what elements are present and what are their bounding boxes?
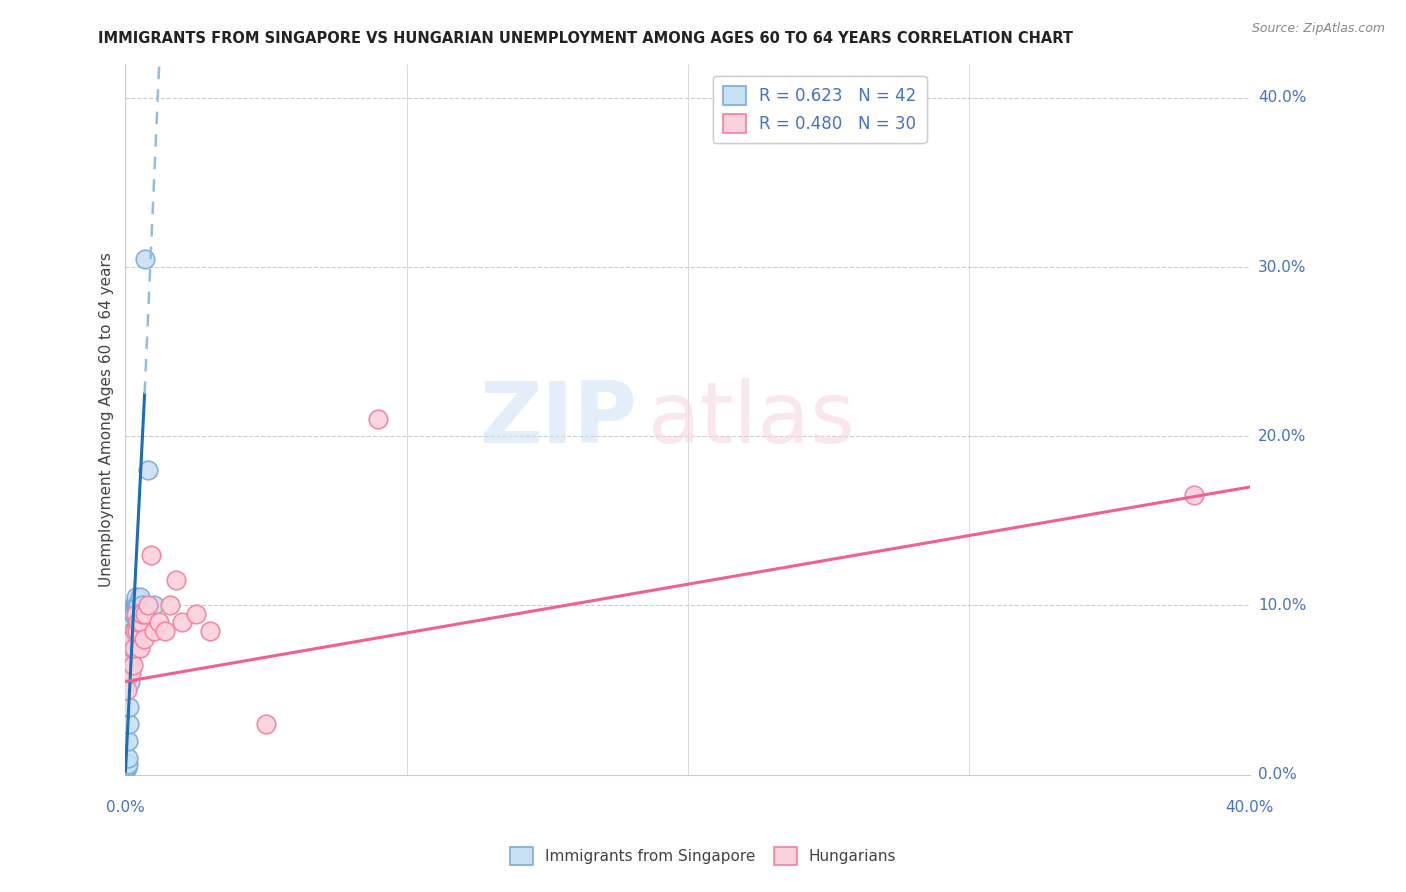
Point [127, 615, 149, 630]
Point [131, 607, 153, 621]
Point [122, 640, 145, 655]
Point [117, 750, 139, 764]
Legend: R = 0.623   N = 42, R = 0.480   N = 30: R = 0.623 N = 42, R = 0.480 N = 30 [713, 76, 927, 143]
Point [127, 599, 149, 613]
Point [122, 599, 145, 613]
Text: 40.0%: 40.0% [1226, 799, 1274, 814]
Text: 0.0%: 0.0% [105, 799, 145, 814]
Point [142, 624, 165, 638]
Point [124, 624, 146, 638]
Point [125, 607, 148, 621]
Text: atlas: atlas [648, 378, 856, 461]
Point [139, 548, 162, 562]
Point [184, 607, 207, 621]
Point [159, 599, 181, 613]
Point [127, 599, 149, 613]
Point [115, 759, 138, 773]
Point [122, 607, 145, 621]
Point [170, 615, 193, 630]
Point [128, 640, 150, 655]
Point [127, 607, 149, 621]
Point [129, 607, 152, 621]
Point [121, 624, 143, 638]
Point [132, 632, 155, 647]
Point [120, 632, 142, 647]
Point [122, 657, 145, 672]
Text: 30.0%: 30.0% [1258, 260, 1306, 275]
Text: 0.0%: 0.0% [1258, 767, 1296, 782]
Point [118, 674, 141, 689]
Point [118, 699, 141, 714]
Text: IMMIGRANTS FROM SINGAPORE VS HUNGARIAN UNEMPLOYMENT AMONG AGES 60 TO 64 YEARS CO: IMMIGRANTS FROM SINGAPORE VS HUNGARIAN U… [98, 31, 1073, 46]
Point [142, 599, 165, 613]
Point [120, 640, 142, 655]
Point [115, 763, 138, 777]
Point [115, 761, 138, 775]
Point [115, 759, 138, 773]
Point [128, 607, 150, 621]
Point [121, 640, 143, 655]
Point [120, 624, 142, 638]
Point [1182, 488, 1205, 502]
Point [118, 666, 141, 681]
Point [121, 624, 143, 638]
Text: Source: ZipAtlas.com: Source: ZipAtlas.com [1251, 22, 1385, 36]
Point [125, 607, 148, 621]
Point [165, 573, 187, 587]
Point [129, 615, 152, 630]
Point [121, 632, 143, 647]
Text: ZIP: ZIP [479, 378, 637, 461]
Point [124, 599, 146, 613]
Point [120, 649, 142, 664]
Point [117, 733, 139, 747]
Point [121, 640, 143, 655]
Point [121, 632, 143, 647]
Point [120, 666, 142, 681]
Point [118, 649, 141, 664]
Point [125, 590, 148, 604]
Text: 20.0%: 20.0% [1258, 429, 1306, 443]
Point [124, 607, 146, 621]
Point [124, 599, 146, 613]
Legend: Immigrants from Singapore, Hungarians: Immigrants from Singapore, Hungarians [503, 841, 903, 871]
Point [131, 599, 153, 613]
Point [134, 252, 156, 266]
Y-axis label: Unemployment Among Ages 60 to 64 years: Unemployment Among Ages 60 to 64 years [100, 252, 114, 587]
Point [128, 590, 150, 604]
Point [136, 599, 159, 613]
Point [148, 615, 170, 630]
Point [129, 615, 152, 630]
Point [134, 607, 156, 621]
Point [125, 624, 148, 638]
Point [367, 412, 389, 426]
Point [115, 683, 138, 698]
Text: 10.0%: 10.0% [1258, 598, 1306, 613]
Point [117, 757, 139, 772]
Point [153, 624, 176, 638]
Point [117, 756, 139, 770]
Point [254, 716, 277, 731]
Point [118, 716, 141, 731]
Point [136, 463, 159, 477]
Point [132, 607, 155, 621]
Point [117, 657, 139, 672]
Point [115, 757, 138, 772]
Point [118, 657, 141, 672]
Text: 40.0%: 40.0% [1258, 90, 1306, 105]
Point [121, 615, 143, 630]
Point [198, 624, 221, 638]
